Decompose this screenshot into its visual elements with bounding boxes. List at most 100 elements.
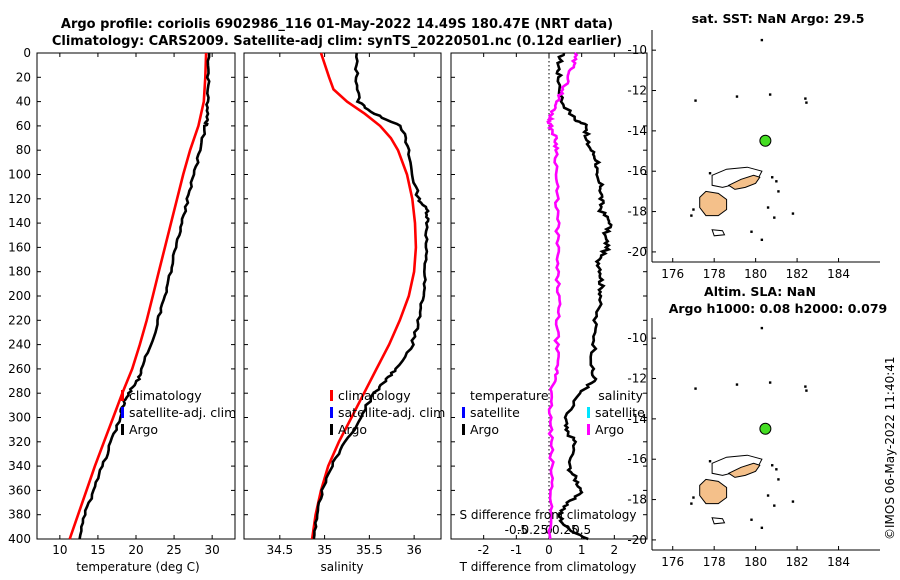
differences-xtick-label: 1 (578, 543, 586, 557)
temperature-difference-legend-label: Argo (470, 422, 499, 437)
temperature-ytick-label: 220 (8, 313, 31, 327)
sla-map-ytick-label: -10 (627, 331, 647, 345)
temperature-xtick-label: 30 (205, 543, 220, 557)
temperature-ytick-label: 320 (8, 435, 31, 449)
sla-map-title-1: Altim. SLA: NaN (704, 284, 816, 299)
salinity-difference-legend-label: salinity (598, 388, 643, 403)
sla-map-vanua-levu (727, 462, 761, 478)
salinity-argo-line (312, 52, 430, 540)
timestamp-stamp: ©IMOS 06-May-2022 11:40:41 (883, 356, 897, 540)
temperature-ytick-label: 200 (8, 289, 31, 303)
sst-map-ytick-label: -18 (627, 205, 647, 219)
sla-map-islet (760, 326, 764, 330)
sla-map-islet (750, 518, 753, 521)
sst-map-ytick-label: -10 (627, 43, 647, 57)
temperature-xtick-label: 25 (166, 543, 181, 557)
salinity-xtick-label: 35 (317, 543, 332, 557)
salinity-legend-swatch (330, 390, 333, 401)
salinity-difference-line (546, 52, 579, 540)
salinity-difference-legend-swatch (587, 407, 590, 418)
salinity-legend-label: Argo (338, 422, 367, 437)
temperature-ytick-label: 0 (23, 46, 31, 60)
temperature-xlabel: temperature (deg C) (76, 560, 199, 574)
temperature-ytick-label: 280 (8, 386, 31, 400)
sla-map-islet (805, 389, 808, 392)
difference-panel: -2 -1 0 1 2-0.5-0.250 0.250.5temperaturesatel… (450, 52, 648, 557)
temperature-legend-label: Argo (129, 422, 158, 437)
temperature-ytick-label: 20 (16, 70, 31, 84)
salinity-difference-legend-swatch (587, 424, 590, 435)
salinity-climatology-line (310, 52, 418, 540)
temperature-xtick-label: 10 (52, 543, 67, 557)
sla-map-islet (791, 500, 795, 503)
temperature-ytick-label: 300 (8, 411, 31, 425)
differences-xtick-label: -1 (510, 543, 522, 557)
sla-map-islet (694, 387, 697, 390)
temperature-ytick-label: 400 (8, 532, 31, 546)
temperature-ytick-label: 240 (8, 338, 31, 352)
salinity-xtick-label: 36 (406, 543, 421, 557)
temperature-ytick-label: 100 (8, 168, 31, 182)
s-difference-tick-label: -0.25 (517, 523, 548, 537)
temperature-ytick-label: 120 (8, 192, 31, 206)
sst-map-islet (750, 230, 753, 233)
sst-map-islet (771, 176, 774, 179)
sst-map-ytick-label: -20 (627, 245, 647, 259)
sst-map-islet (735, 95, 739, 98)
sst-map-ytick-label: -14 (627, 124, 647, 138)
temperature-ytick-label: 160 (8, 240, 31, 254)
sst-map-islet (768, 93, 772, 96)
sst-map: -10 -12 -14 -16 -18 -20 176 178 180 182 184 (627, 30, 880, 281)
sst-map-title: sat. SST: NaN Argo: 29.5 (692, 11, 865, 26)
temperature-ytick-label: 40 (16, 95, 31, 109)
sst-map-xtick-label: 180 (744, 267, 767, 281)
sst-map-xtick-label: 184 (827, 267, 850, 281)
sla-map-islet (775, 468, 778, 471)
title-line-1: Argo profile: coriolis 6902986_116 01-Ma… (61, 17, 613, 32)
temperature-ytick-label: 180 (8, 265, 31, 279)
sla-map-ytick-label: -20 (627, 533, 647, 547)
sst-map-islet (708, 172, 712, 175)
sla-map-islet (766, 494, 770, 497)
sst-map-xtick-label: 178 (703, 267, 726, 281)
sst-map-viti-levu (699, 190, 728, 217)
salinity-xtick-label: 35.5 (356, 543, 383, 557)
salinity-axes-box (243, 52, 442, 540)
salinity-xlabel: salinity (320, 560, 363, 574)
temperature-difference-legend-label: satellite (470, 405, 520, 420)
sla-map-islet (768, 381, 772, 384)
salinity-panel: 34.5 35 35.5 36 climatology satellite-adj. cl… (243, 52, 445, 557)
temperature-ytick-label: 380 (8, 508, 31, 522)
sla-map-islet (804, 385, 807, 388)
temperature-ytick-label: 140 (8, 216, 31, 230)
temperature-legend-label: satellite-adj. clim (129, 405, 236, 420)
s-difference-xlabel: S difference from climatology (460, 508, 637, 522)
sla-map-xtick-label: 178 (703, 555, 726, 569)
sst-map-xtick-label: 182 (786, 267, 809, 281)
temperature-panel: 0 20 40 60 80 100 120 140 160 180 200 220 240 260 280 3… (8, 46, 236, 557)
sla-map-xtick-label: 182 (786, 555, 809, 569)
temperature-difference-line (555, 52, 613, 541)
sla-map-islet (777, 478, 780, 481)
salinity-legend-label: climatology (338, 388, 411, 403)
sla-map-title-2: Argo h1000: 0.08 h2000: 0.079 (669, 301, 888, 316)
salinity-legend-label: satellite-adj. clim (338, 405, 445, 420)
temperature-legend-label: climatology (129, 388, 202, 403)
title-line-2: Climatology: CARS2009. Satellite-adj cli… (52, 34, 622, 49)
differences-xtick-label: 2 (611, 543, 619, 557)
s-difference-tick-label: 0.25 (552, 523, 579, 537)
sst-map-islet (805, 101, 808, 104)
sla-map-xtick-label: 184 (827, 555, 850, 569)
salinity-legend-swatch (330, 424, 333, 435)
sst-map-vanua-levu (727, 174, 761, 190)
temperature-climatology-line (68, 52, 208, 540)
sla-map-islet (771, 464, 774, 467)
salinity-legend-swatch (330, 407, 333, 418)
sla-map-xtick-label: 180 (744, 555, 767, 569)
temperature-ytick-label: 60 (16, 119, 31, 133)
sst-map-islet (777, 190, 780, 193)
sla-map-kadavu (711, 517, 726, 525)
sst-map-islet (690, 214, 693, 217)
temperature-ytick-label: 360 (8, 483, 31, 497)
